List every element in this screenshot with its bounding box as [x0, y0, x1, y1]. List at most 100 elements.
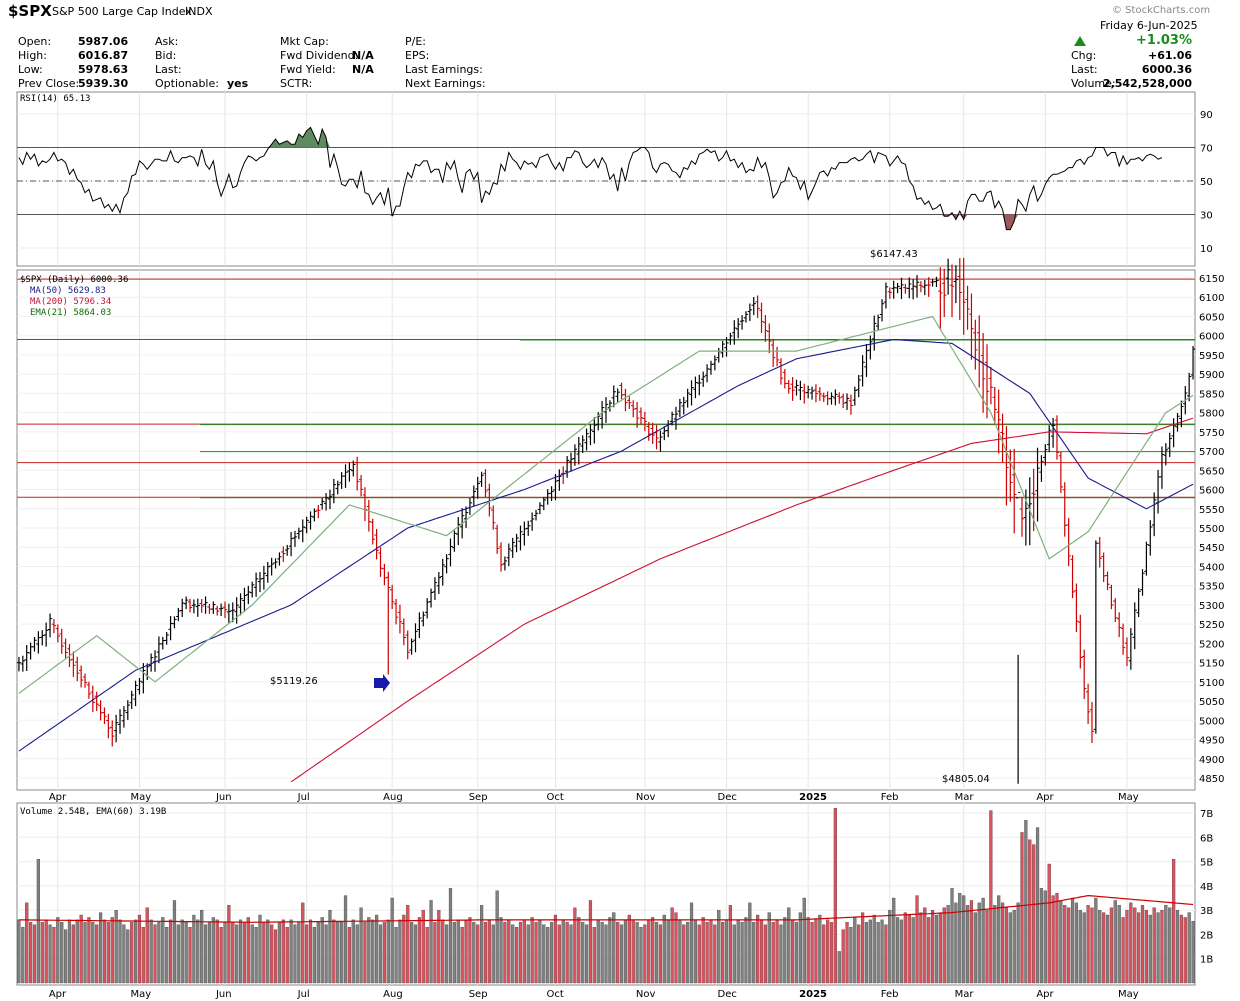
volume-bar — [794, 922, 799, 984]
arrow-right-icon — [374, 674, 390, 692]
price-tick-label: 4950 — [1199, 736, 1224, 747]
ma200-line — [290, 417, 1194, 783]
price-tick-label: 4900 — [1199, 755, 1224, 766]
rsi-panel: 10 30 50 70 90 — [16, 91, 1213, 267]
volume-bar — [293, 924, 297, 984]
volume-bar — [915, 895, 919, 984]
volume-bar — [176, 924, 180, 984]
price-tick-label: 5800 — [1199, 409, 1224, 420]
volume-bar — [861, 912, 865, 984]
volume-bar — [168, 919, 173, 984]
volume-bar — [238, 919, 243, 984]
x-tick-label: May — [130, 792, 151, 803]
fwd-yield-label: Fwd Yield: — [280, 63, 336, 76]
volume-bar — [281, 919, 285, 984]
volume-bar — [1047, 863, 1051, 984]
volume-bar — [604, 924, 608, 984]
volume-bar — [1117, 905, 1121, 984]
volume-bar — [538, 919, 542, 984]
volume-bar — [452, 922, 456, 984]
volume-bar — [207, 922, 212, 984]
volume-bar — [923, 907, 927, 984]
volume-bar — [141, 926, 145, 984]
volume-bar — [724, 919, 729, 984]
volume-bar — [460, 926, 464, 984]
volume-bar — [686, 922, 690, 984]
volume-bar — [472, 922, 476, 984]
fwd-dividend-label: Fwd Dividend: — [280, 49, 359, 62]
volume-bar — [223, 922, 227, 984]
volume-bar — [102, 919, 107, 984]
volume-bar — [1004, 907, 1009, 984]
volume-bar — [332, 919, 336, 984]
volume-bar — [1039, 888, 1044, 984]
volume-bar — [1059, 900, 1063, 984]
price-tick-label: 5400 — [1199, 562, 1224, 573]
x-tick-label: Feb — [881, 792, 899, 803]
volume-bar — [316, 922, 320, 984]
volume-bar — [491, 924, 495, 984]
rsi-legend: RSI(14) 65.13 — [20, 94, 90, 104]
volume-bar — [17, 919, 21, 984]
volume-bar — [841, 929, 845, 984]
volume-bar — [64, 929, 68, 984]
volume-bar — [340, 922, 344, 984]
volume-bar — [635, 922, 639, 984]
volume-bar — [285, 926, 289, 984]
volume-bar — [549, 922, 554, 984]
ema21-legend: EMA(21) 5864.03 — [30, 308, 111, 318]
volume-bar — [106, 922, 110, 984]
price-tick-label: 5450 — [1199, 543, 1224, 554]
price-tick-label: 5750 — [1199, 428, 1224, 439]
volume-bar — [417, 917, 421, 984]
x-tick-label: 2025 — [799, 792, 827, 803]
volume-bar — [623, 919, 628, 984]
volume-bar — [950, 888, 954, 984]
volume-bar — [864, 922, 869, 984]
volume-bar — [1156, 912, 1160, 984]
volume-bar — [895, 917, 900, 984]
volume-bar — [153, 924, 157, 984]
volume-bar — [273, 929, 278, 984]
volume-bar — [522, 919, 526, 984]
volume-bar — [355, 924, 359, 984]
volume-bar — [308, 919, 313, 984]
volume-bar — [75, 919, 79, 984]
volume-bar — [133, 919, 138, 984]
volume-bar — [25, 902, 29, 984]
volume-bar — [892, 897, 896, 984]
volume-tick-label: 6B — [1200, 833, 1213, 844]
volume-tick-label: 2B — [1200, 930, 1213, 941]
symbol: $SPX — [8, 2, 52, 20]
volume-bar — [1179, 914, 1183, 984]
price-tick-label: 5550 — [1199, 505, 1224, 516]
volume-bar — [60, 922, 64, 984]
volume-bar — [616, 922, 620, 984]
high-label: High: — [18, 49, 47, 62]
x-tick-label: Sep — [469, 989, 488, 1000]
volume-bar — [752, 922, 756, 984]
volume-bar — [196, 919, 200, 984]
volume-label: Volume: — [1071, 77, 1116, 90]
volume-bar — [709, 919, 713, 984]
volume-bar — [394, 926, 398, 984]
volume-bar — [149, 919, 153, 984]
volume-bar — [441, 919, 445, 984]
volume-bar — [95, 924, 99, 984]
volume-bar — [678, 919, 682, 984]
volume-bar — [697, 924, 701, 984]
volume-bar — [962, 895, 966, 984]
price-tick-label: 5850 — [1199, 389, 1224, 400]
volume-bar — [557, 924, 561, 984]
volume-bar — [476, 924, 480, 984]
volume-bar — [876, 922, 880, 984]
volume-bar — [83, 922, 87, 984]
volume-bar — [130, 922, 134, 984]
price-tick-label: 5350 — [1199, 582, 1224, 593]
volume-bar — [200, 909, 204, 984]
volume-bar — [693, 919, 698, 984]
volume-bar — [511, 924, 515, 984]
price-tick-label: 5250 — [1199, 620, 1224, 631]
volume-bar — [888, 909, 892, 984]
